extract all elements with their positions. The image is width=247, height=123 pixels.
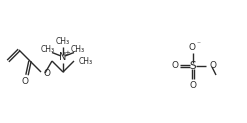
Text: O: O bbox=[171, 62, 179, 70]
Text: CH₃: CH₃ bbox=[71, 45, 85, 54]
Text: S: S bbox=[190, 61, 196, 71]
Text: O: O bbox=[189, 80, 197, 90]
Text: N: N bbox=[59, 52, 67, 62]
Text: CH₃: CH₃ bbox=[41, 45, 55, 54]
Text: CH₃: CH₃ bbox=[79, 56, 93, 66]
Text: O: O bbox=[188, 44, 195, 53]
Text: ±: ± bbox=[64, 50, 70, 56]
Text: O: O bbox=[43, 69, 50, 78]
Text: O: O bbox=[21, 77, 28, 85]
Text: ⁻: ⁻ bbox=[196, 39, 200, 48]
Text: CH₃: CH₃ bbox=[56, 38, 70, 46]
Text: O: O bbox=[209, 62, 216, 70]
